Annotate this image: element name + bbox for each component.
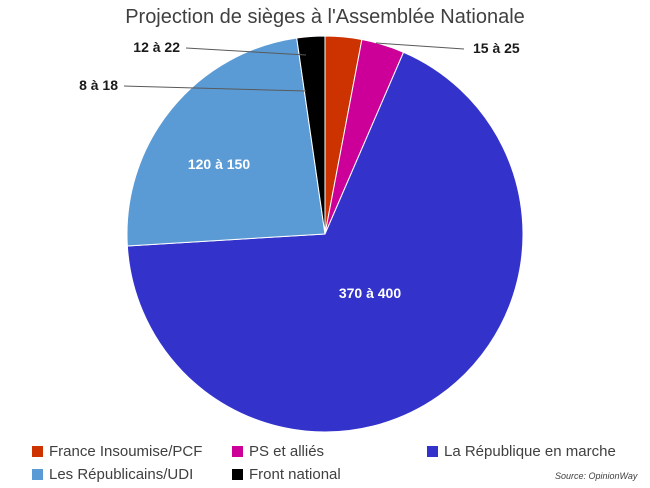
legend-item-ps-allies: PS et alliés <box>232 443 324 460</box>
legend-label: Les Républicains/UDI <box>49 466 194 483</box>
leader-lines <box>123 42 465 92</box>
leader-line-france-insoumise <box>375 42 465 50</box>
data-label-republicains-udi: 120 à 150 <box>188 156 250 172</box>
data-label-ps-allies: 12 à 22 <box>133 39 180 55</box>
legend-swatch <box>232 469 243 480</box>
pie-slice-republicains-udi <box>126 37 326 247</box>
legend-label: PS et alliés <box>249 443 325 460</box>
source-note: Source: OpinionWay <box>555 471 638 481</box>
data-label-front-national: 8 à 18 <box>79 77 118 93</box>
legend: France Insoumise/PCF PS et alliés La Rép… <box>32 440 632 488</box>
legend-swatch <box>32 446 43 457</box>
legend-label: La République en marche <box>444 443 616 460</box>
data-labels: 15 à 25 12 à 22 370 à 400 120 à 150 8 à 18 <box>79 39 520 301</box>
data-label-republique-en-marche: 370 à 400 <box>339 285 401 301</box>
pie-slices <box>126 35 524 433</box>
legend-swatch <box>427 446 438 457</box>
legend-label: Front national <box>249 466 341 483</box>
chart-title: Projection de sièges à l'Assemblée Natio… <box>125 6 525 28</box>
data-label-france-insoumise: 15 à 25 <box>473 40 520 56</box>
leader-line-front-national <box>123 85 307 92</box>
pie-chart: 15 à 25 12 à 22 370 à 400 120 à 150 8 à 18 <box>79 35 524 433</box>
legend-item-republique-en-marche: La République en marche <box>427 443 616 460</box>
pie-slice-front-national <box>296 35 326 235</box>
leader-line-ps-allies <box>185 47 307 56</box>
legend-item-republicains-udi: Les Républicains/UDI <box>32 466 193 483</box>
pie-slice-republique-en-marche <box>126 51 524 433</box>
legend-swatch <box>232 446 243 457</box>
legend-swatch <box>32 469 43 480</box>
legend-label: France Insoumise/PCF <box>49 443 203 460</box>
legend-item-france-insoumise: France Insoumise/PCF <box>32 443 202 460</box>
legend-item-front-national: Front national <box>232 466 341 483</box>
